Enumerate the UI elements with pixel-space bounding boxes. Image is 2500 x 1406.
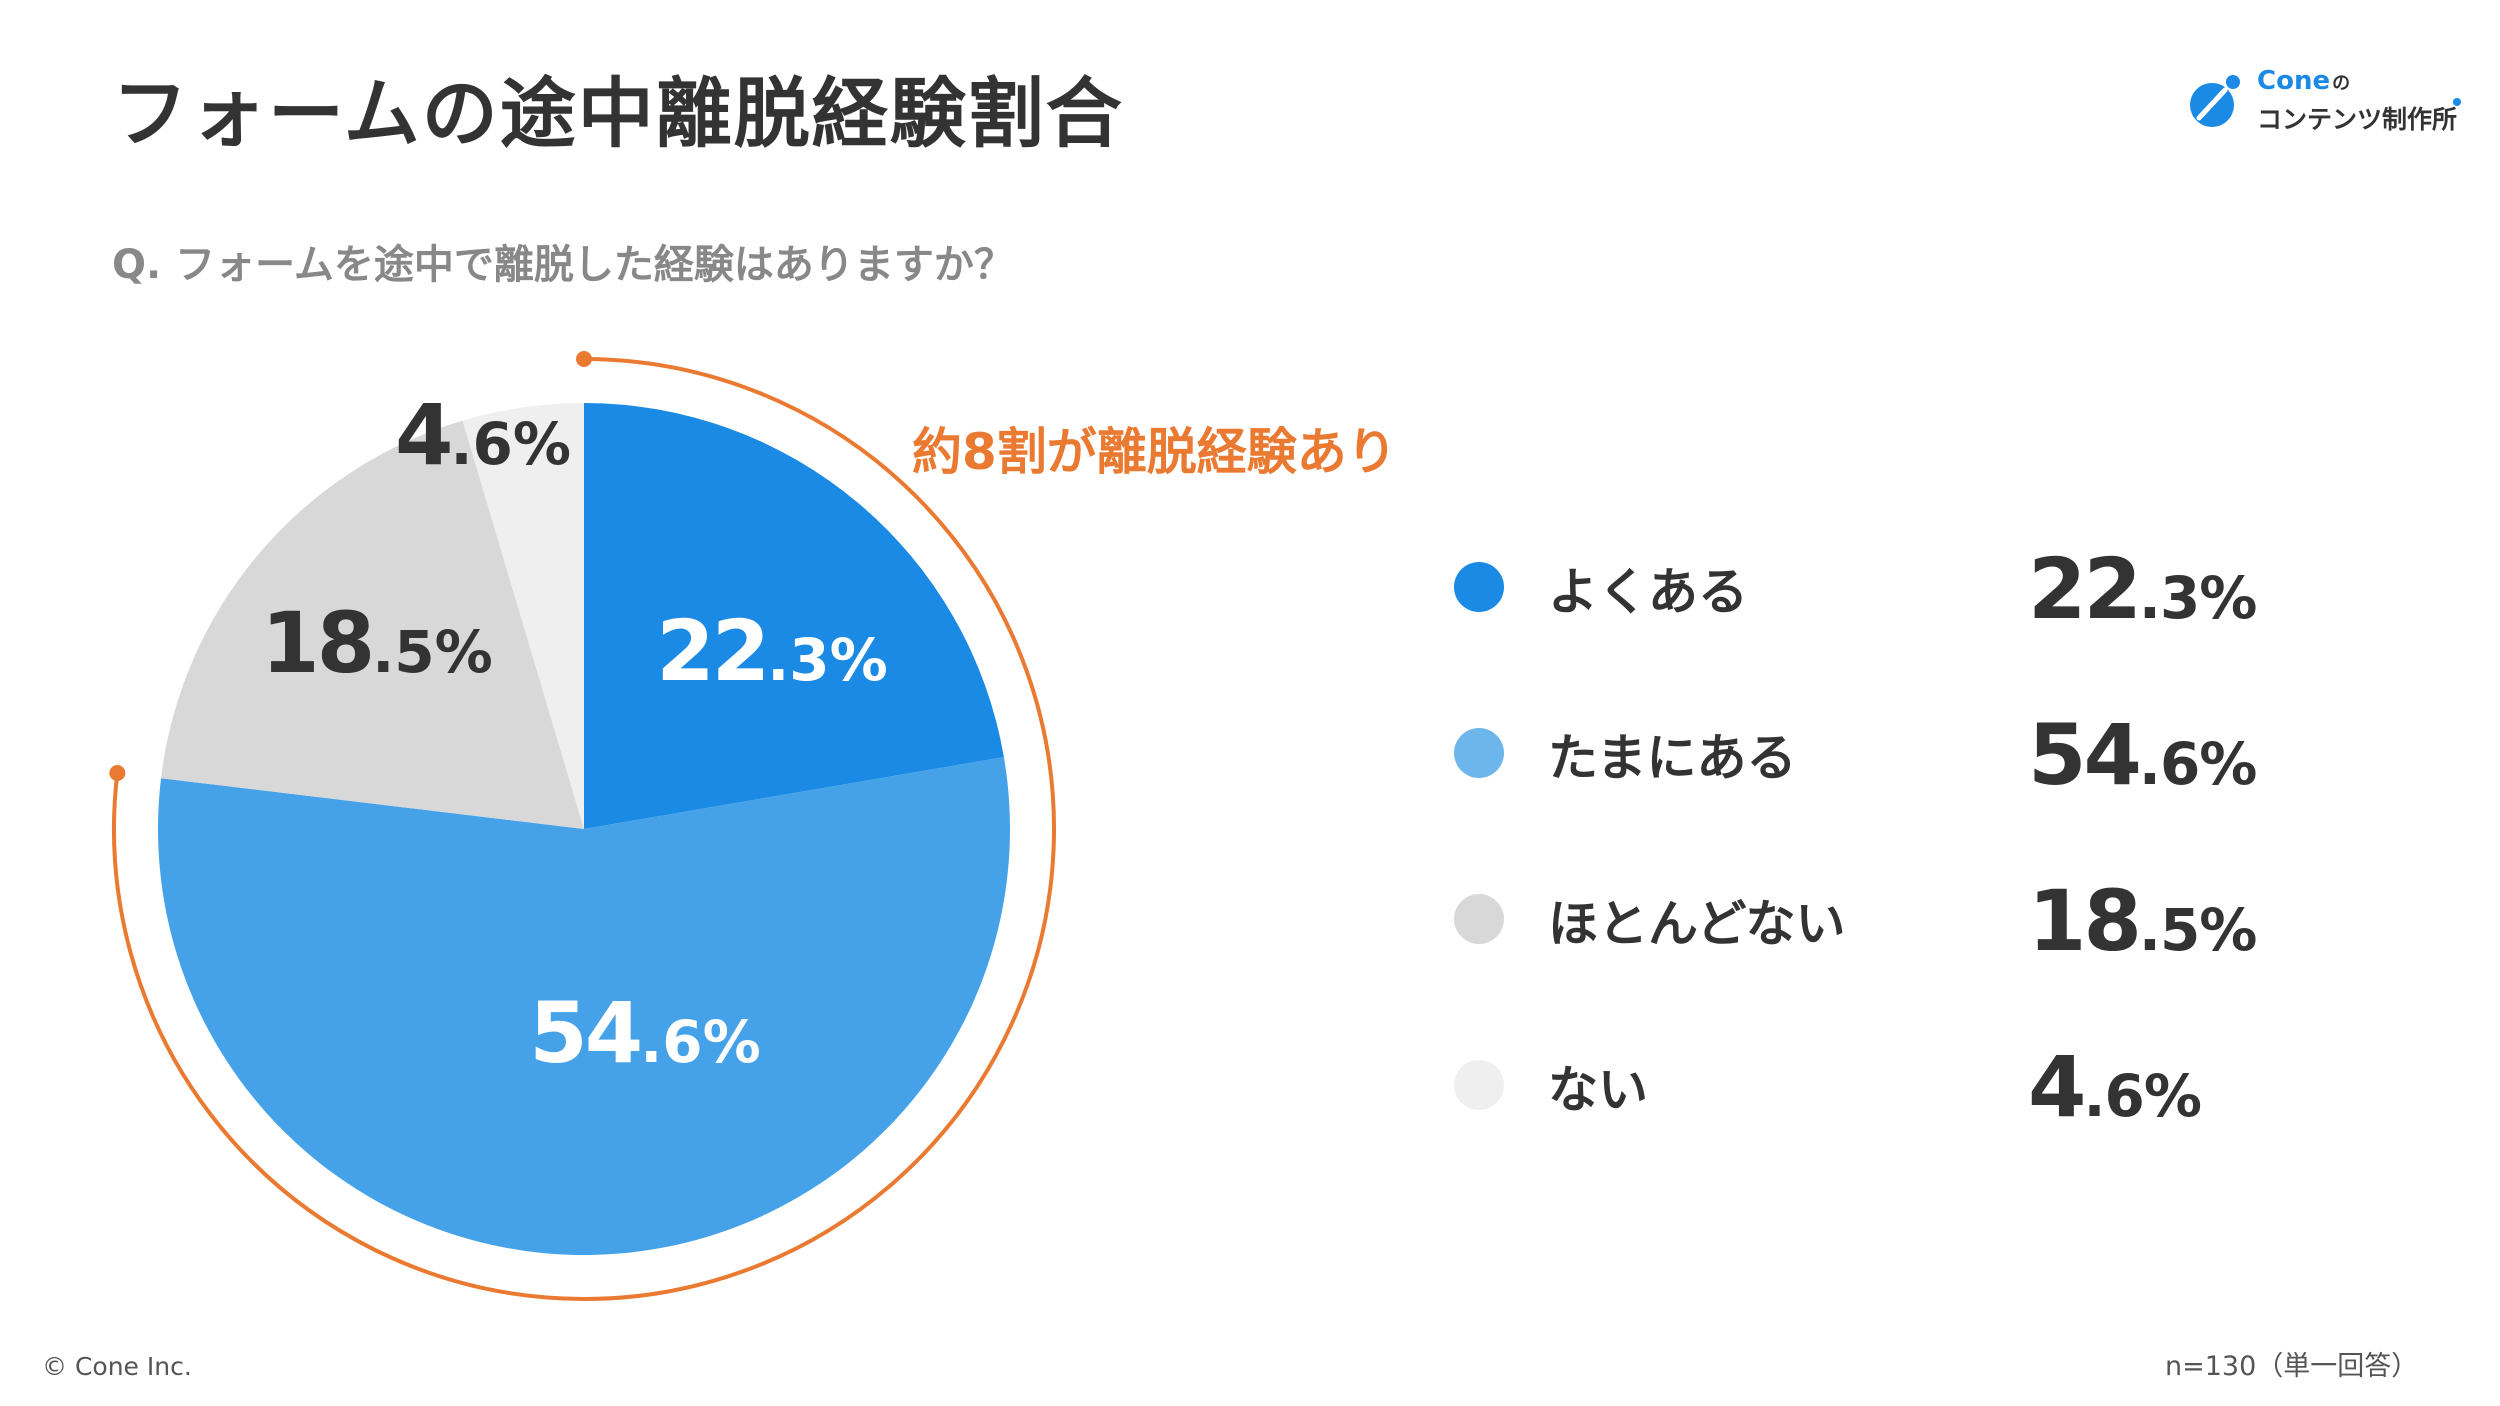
legend-value-main: 18 [2028,872,2142,970]
legend-value-dec: .3% [2138,564,2258,632]
pie-label-main: 18 [261,594,372,692]
legend-value-dec: .6% [2083,1062,2202,1130]
logo-brand-suffix: の [2332,73,2351,94]
legend-value-dec: .6% [2138,730,2258,798]
cone-logo-icon [2190,75,2240,127]
pie-label-decimal: .3% [767,626,888,694]
callout-arc-line [112,357,1056,1301]
pie-slice-4 [462,403,584,829]
pie-slice-2 [157,757,1011,1256]
pie-label-3: 18.5% [261,594,492,692]
pie-label-2: 54.6% [529,984,760,1082]
legend-label: ほとんどない [1548,895,1846,953]
logo-brand: Cone の [2257,66,2350,96]
pie-label-decimal: .6% [450,410,571,478]
copyright: © Cone Inc. [42,1352,192,1381]
pie-label-decimal: .5% [372,618,493,686]
legend-value-main: 4 [2028,1038,2086,1136]
pie-slice-1 [584,403,1004,829]
callout-arc-end-dot [109,765,126,782]
legend-item-yokuaru: よくある 22.3% [1448,540,2348,638]
legend-label: よくある [1548,563,1748,621]
legend-dot [1454,728,1504,778]
pie-label-decimal: .6% [640,1008,761,1076]
pie-label-main: 4 [395,386,450,484]
logo-subtitle: コンテンツ制作所 [2257,105,2458,134]
callout-arc [109,351,1056,1301]
legend-dot [1454,894,1504,944]
sample-note: n=130（単一回答） [2165,1351,2419,1382]
survey-question: Q. フォームを途中で離脱した経験はありますか？ [112,242,1014,288]
legend-item-hotondonai: ほとんどない 18.5% [1448,872,2348,970]
pie-label-main: 22 [656,602,767,700]
page-title: フォームの途中離脱経験割合 [112,69,1124,158]
legend-value: 54.6% [2028,706,2258,804]
legend-label: ない [1548,1061,1648,1119]
legend-dot [1454,562,1504,612]
callout-arc-start-dot [576,351,592,367]
pie-label-4: 4.6% [395,386,571,484]
pie-label-1: 22.3% [656,602,887,700]
logo-brand-name: Cone [2257,66,2331,96]
legend-value-dec: .5% [2138,896,2258,964]
legend-value: 4.6% [2028,1038,2202,1136]
logo-dot [2453,98,2461,106]
legend-dot [1454,1060,1504,1110]
legend-value-main: 22 [2028,540,2142,638]
legend-value: 18.5% [2028,872,2258,970]
legend-item-tamaniaru: たまにある 54.6% [1448,706,2348,804]
pie-slices [157,403,1011,1256]
legend-value-main: 54 [2028,706,2142,804]
pie-slice-3 [161,420,584,829]
legend-label: たまにある [1548,729,1797,787]
pie-label-main: 54 [529,984,640,1082]
legend-item-nai: ない 4.6% [1448,1038,2348,1136]
cone-logo: Cone の コンテンツ制作所 [2185,64,2485,144]
callout-text: 約8割が離脱経験あり [912,423,1397,481]
pie-labels: 22.3%54.6%18.5%4.6% [261,386,887,1082]
legend-value: 22.3% [2028,540,2258,638]
